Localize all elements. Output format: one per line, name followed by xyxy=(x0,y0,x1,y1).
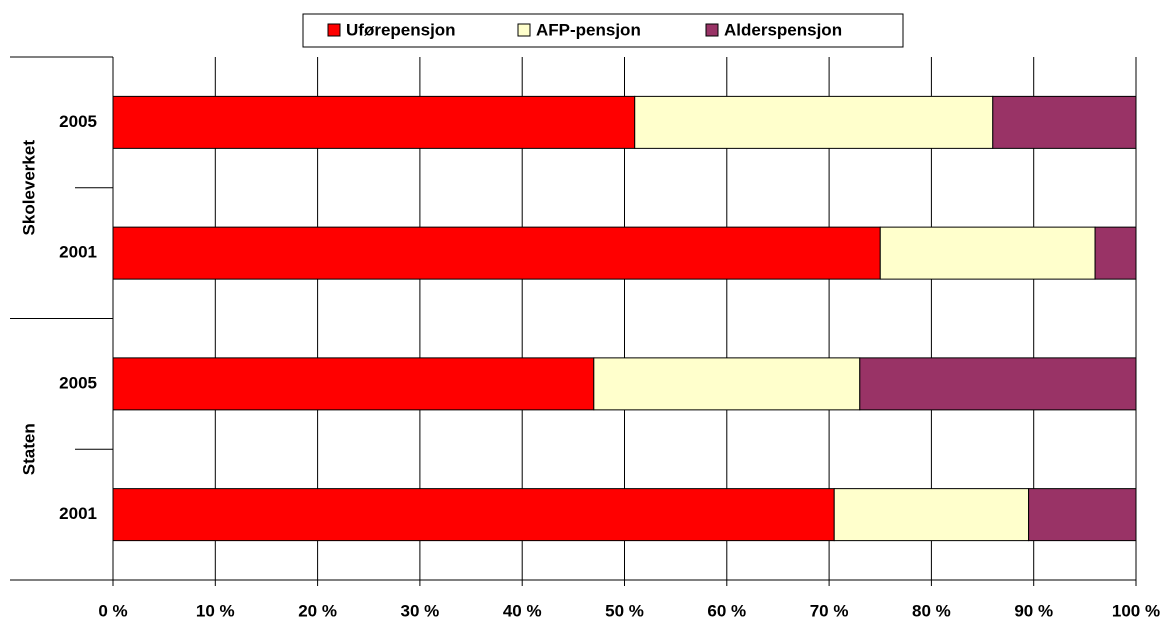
group-label: Skoleverket xyxy=(19,140,38,236)
legend-box xyxy=(302,13,904,48)
bar-segment xyxy=(992,95,1137,149)
x-tick-label: 50 % xyxy=(605,601,644,620)
bar-segment xyxy=(112,488,835,542)
legend-label: AFP-pensjon xyxy=(536,20,641,39)
legend-swatch xyxy=(517,23,531,37)
bar-segment xyxy=(634,95,994,149)
bar-segment xyxy=(112,357,595,411)
x-tick-label: 60 % xyxy=(707,601,746,620)
bar-segment xyxy=(1028,488,1137,542)
bar-segment xyxy=(112,95,636,149)
bar-segment xyxy=(833,488,1030,542)
y-tick-label: 2005 xyxy=(59,373,97,392)
legend-swatch xyxy=(705,23,719,37)
y-tick-label: 2005 xyxy=(59,112,97,131)
x-tick-label: 90 % xyxy=(1014,601,1053,620)
x-tick-label: 40 % xyxy=(503,601,542,620)
x-tick-label: 70 % xyxy=(810,601,849,620)
x-tick-label: 20 % xyxy=(298,601,337,620)
x-tick-label: 80 % xyxy=(912,601,951,620)
legend-label: Alderspensjon xyxy=(724,20,842,39)
bar-segment xyxy=(593,357,861,411)
legend-swatch xyxy=(327,23,341,37)
group-label: Staten xyxy=(19,423,38,475)
x-tick-label: 10 % xyxy=(196,601,235,620)
bar-segment xyxy=(112,226,881,280)
bar-segment xyxy=(879,226,1096,280)
x-tick-label: 100 % xyxy=(1112,601,1160,620)
y-tick-label: 2001 xyxy=(59,243,97,262)
bar-segment xyxy=(1094,226,1137,280)
bar-segment xyxy=(859,357,1137,411)
legend-label: Uførepensjon xyxy=(346,20,456,39)
x-tick-label: 0 % xyxy=(98,601,127,620)
x-tick-label: 30 % xyxy=(401,601,440,620)
y-tick-label: 2001 xyxy=(59,504,97,523)
